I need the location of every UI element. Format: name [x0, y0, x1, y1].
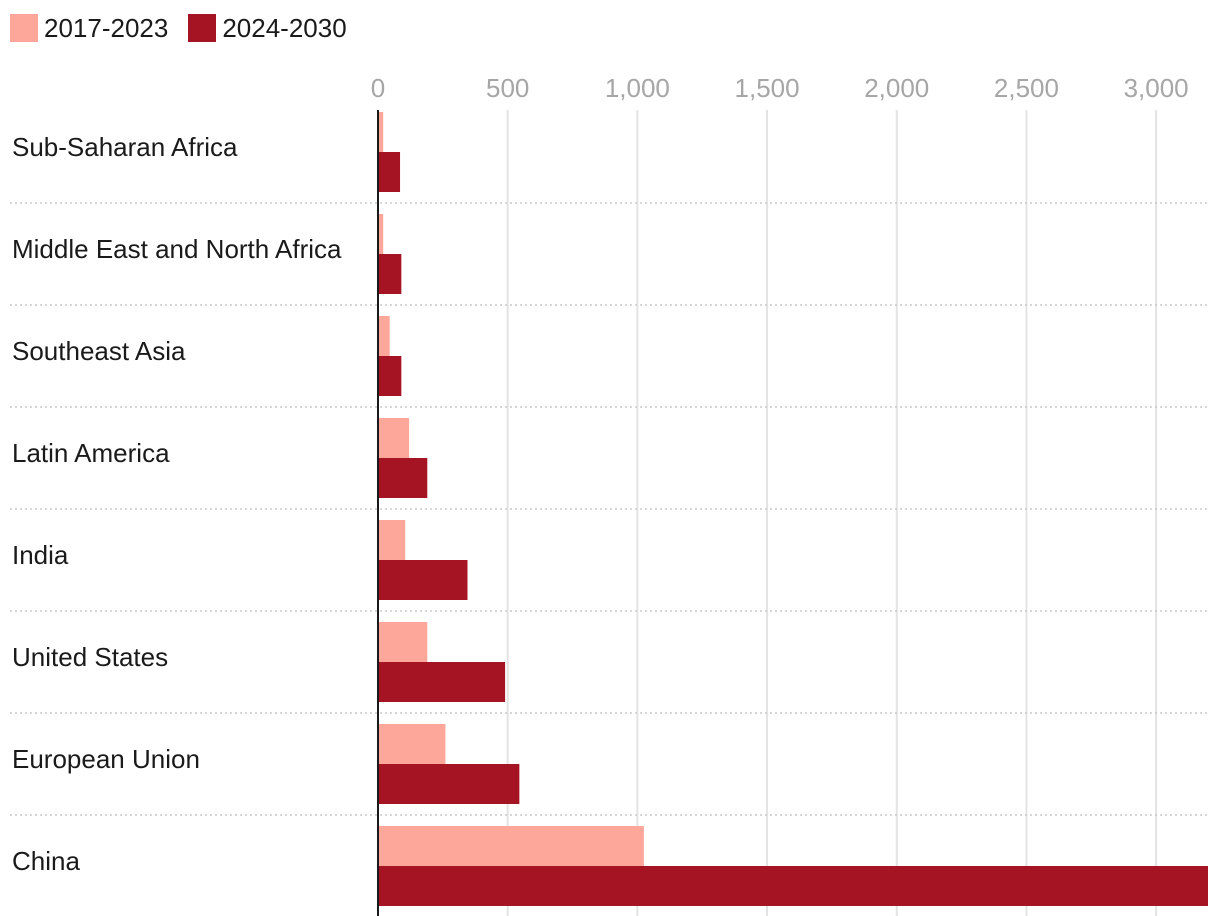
category-label: United States [12, 642, 168, 672]
x-tick-label: 2,500 [994, 73, 1059, 103]
category-label: China [12, 846, 80, 876]
bar-2017-2023 [378, 214, 384, 254]
category-label: Sub-Saharan Africa [12, 132, 238, 162]
legend: 2017-2023 2024-2030 [10, 8, 367, 48]
category-label: Southeast Asia [12, 336, 186, 366]
bar-2024-2030 [378, 866, 1208, 906]
category-label: Middle East and North Africa [12, 234, 342, 264]
bar-2017-2023 [378, 112, 384, 152]
bar-2024-2030 [378, 356, 402, 396]
bar-2024-2030 [378, 560, 468, 600]
bar-2017-2023 [378, 826, 644, 866]
row-separators [10, 202, 1210, 816]
bar-2017-2023 [378, 418, 410, 458]
legend-label-2024-2030: 2024-2030 [222, 12, 347, 43]
category-label: Latin America [12, 438, 170, 468]
legend-item-2017-2023: 2017-2023 [10, 13, 168, 44]
bar-2024-2030 [378, 662, 506, 702]
category-labels: Sub-Saharan Africa Middle East and North … [12, 132, 342, 876]
x-tick-label: 0 [371, 73, 385, 103]
x-tick-label: 3,000 [1124, 73, 1189, 103]
legend-swatch-2024-2030 [188, 14, 217, 42]
category-label: India [12, 540, 69, 570]
x-tick-label: 1,500 [735, 73, 800, 103]
bar-2017-2023 [378, 520, 406, 560]
category-label: European Union [12, 744, 200, 774]
x-axis-ticks: 0 500 1,000 1,500 2,000 2,500 3,000 [371, 73, 1189, 103]
x-tick-label: 1,000 [605, 73, 670, 103]
bar-2024-2030 [378, 764, 520, 804]
bar-2017-2023 [378, 724, 446, 764]
gridlines [506, 110, 1158, 916]
bar-2024-2030 [378, 152, 401, 192]
legend-item-2024-2030: 2024-2030 [188, 12, 347, 44]
x-tick-label: 500 [486, 73, 529, 103]
bar-2017-2023 [378, 622, 428, 662]
legend-swatch-2017-2023 [10, 14, 38, 42]
bars [378, 112, 1208, 906]
bar-2024-2030 [378, 254, 402, 294]
x-tick-label: 2,000 [864, 73, 929, 103]
legend-label-2017-2023: 2017-2023 [44, 12, 169, 43]
bar-2017-2023 [378, 316, 390, 356]
bar-2024-2030 [378, 458, 428, 498]
